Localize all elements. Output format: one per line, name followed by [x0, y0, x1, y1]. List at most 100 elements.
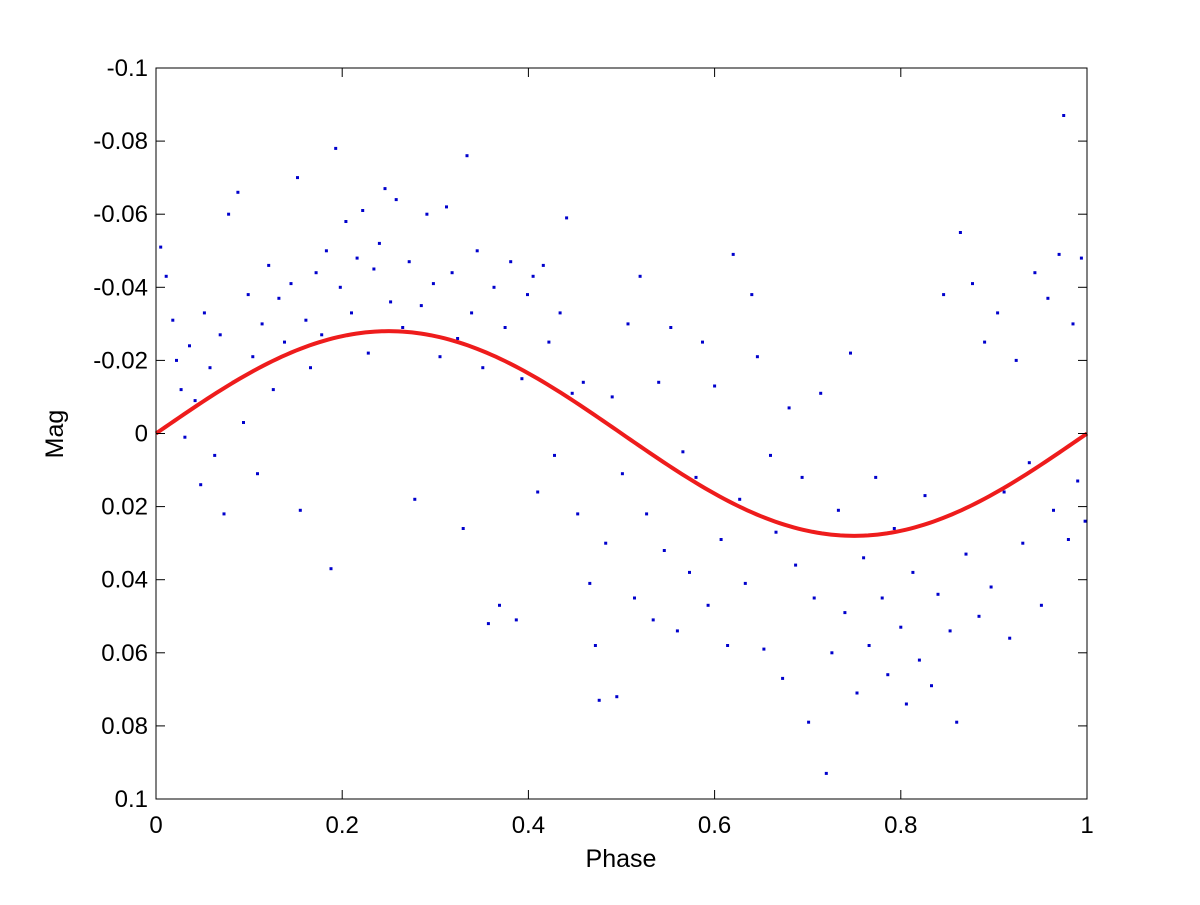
data-point	[731, 252, 735, 256]
data-point	[1079, 256, 1083, 260]
axis-ticks: 0 0.2 0.4 0.6 0.8 1-0.1-0.08-0.06-0.04-0.0200…	[93, 55, 1093, 839]
data-point	[948, 629, 952, 633]
data-point	[492, 285, 496, 289]
data-point	[366, 351, 370, 355]
data-point	[911, 570, 915, 574]
data-point	[419, 304, 423, 308]
data-point	[304, 318, 308, 322]
data-point	[812, 596, 816, 600]
data-point	[892, 527, 896, 530]
data-point	[930, 684, 933, 688]
data-point	[475, 249, 479, 253]
data-point	[218, 333, 222, 337]
data-point	[296, 176, 299, 180]
data-point	[486, 622, 490, 626]
data-point	[541, 263, 545, 267]
data-point	[509, 260, 513, 264]
data-point	[503, 326, 507, 329]
y-tick-label: 0	[135, 421, 148, 448]
x-tick-label: 1	[1080, 812, 1093, 839]
data-point	[183, 435, 187, 439]
data-point	[256, 472, 259, 476]
data-point	[1033, 271, 1037, 275]
data-point	[830, 651, 834, 655]
data-point	[657, 380, 661, 384]
data-point	[645, 512, 649, 516]
x-tick-label: 0.2	[326, 812, 359, 839]
data-point	[843, 611, 847, 615]
data-point	[1062, 114, 1066, 117]
data-point	[202, 311, 206, 315]
data-point	[706, 603, 710, 607]
data-point	[620, 472, 624, 476]
data-point	[713, 384, 717, 388]
data-point	[314, 271, 318, 275]
data-point	[277, 296, 281, 300]
data-point	[1083, 519, 1087, 523]
data-point	[610, 395, 614, 399]
data-point	[719, 538, 723, 541]
x-tick-label: 0.8	[884, 812, 917, 839]
data-point	[536, 490, 540, 494]
data-point	[1057, 252, 1061, 256]
data-point	[431, 282, 435, 286]
data-point	[977, 614, 981, 618]
data-point	[824, 771, 828, 775]
y-tick-label: 0.02	[101, 494, 148, 521]
data-point	[774, 530, 778, 534]
data-point	[553, 453, 556, 457]
data-point	[936, 592, 940, 596]
data-point	[498, 603, 501, 607]
data-point	[350, 311, 353, 315]
data-point	[996, 311, 1000, 315]
data-point	[1052, 508, 1055, 512]
data-point	[638, 274, 642, 278]
x-tick-label: 0	[149, 812, 162, 839]
data-point	[213, 453, 217, 457]
data-point	[236, 190, 240, 194]
data-point	[819, 391, 823, 395]
data-point	[1002, 490, 1006, 494]
data-point	[800, 475, 804, 479]
data-point	[862, 556, 866, 560]
data-point	[526, 293, 529, 297]
data-point	[794, 563, 798, 567]
data-point	[651, 618, 655, 622]
data-point	[1027, 461, 1031, 465]
data-point	[738, 497, 742, 501]
data-point	[171, 318, 175, 322]
data-point	[787, 406, 791, 410]
data-point	[425, 212, 429, 216]
data-point	[675, 629, 679, 633]
data-point	[271, 388, 275, 392]
data-point	[407, 260, 411, 264]
data-point	[389, 300, 393, 304]
data-point	[283, 340, 286, 344]
data-point	[762, 647, 766, 651]
data-point	[750, 293, 754, 297]
y-tick-label: -0.02	[93, 347, 148, 374]
data-point	[1046, 296, 1050, 300]
data-point	[597, 698, 601, 702]
data-point	[755, 355, 759, 359]
data-point	[807, 720, 811, 724]
data-point	[547, 340, 551, 344]
y-tick-label: -0.04	[93, 274, 148, 301]
data-point	[450, 271, 454, 275]
data-point	[604, 541, 608, 545]
data-point	[461, 527, 465, 530]
data-point	[743, 581, 747, 585]
data-point	[880, 596, 884, 600]
data-point	[836, 508, 840, 512]
data-point	[334, 146, 338, 150]
data-point	[361, 209, 365, 212]
data-point	[1071, 322, 1075, 326]
data-point	[694, 475, 698, 479]
data-point	[1014, 358, 1018, 362]
data-point	[222, 512, 226, 516]
data-point	[633, 596, 636, 600]
data-point	[179, 388, 183, 392]
data-point	[260, 322, 264, 326]
data-point	[227, 212, 231, 216]
